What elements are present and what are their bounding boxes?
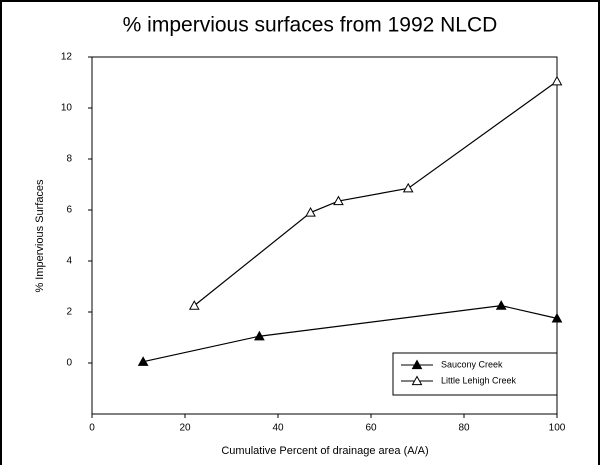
x-tick-label: 100 bbox=[549, 423, 566, 434]
marker bbox=[137, 356, 149, 366]
y-tick-label: 0 bbox=[66, 358, 72, 369]
marker bbox=[495, 300, 507, 310]
y-tick-label: 12 bbox=[61, 52, 73, 63]
y-tick-label: 6 bbox=[66, 205, 72, 216]
x-tick-label: 80 bbox=[458, 423, 470, 434]
chart-title: % impervious surfaces from 1992 NLCD bbox=[123, 14, 498, 37]
marker bbox=[551, 312, 563, 323]
y-tick-label: 10 bbox=[61, 103, 73, 114]
marker bbox=[254, 330, 265, 341]
x-axis-label: Cumulative Percent of drainage area (A/A… bbox=[221, 445, 428, 457]
y-tick-label: 2 bbox=[66, 307, 72, 318]
legend-label: Little Lehigh Creek bbox=[441, 375, 517, 385]
y-tick-label: 8 bbox=[66, 154, 72, 165]
marker bbox=[188, 300, 200, 310]
legend-label: Saucony Creek bbox=[441, 359, 503, 369]
x-tick-label: 0 bbox=[89, 423, 95, 434]
marker bbox=[402, 182, 414, 193]
y-axis-label: % Impervious Surfaces bbox=[34, 179, 46, 293]
series-line bbox=[143, 305, 558, 363]
x-tick-label: 20 bbox=[179, 423, 191, 434]
y-tick-label: 4 bbox=[66, 256, 72, 267]
legend-marker bbox=[411, 375, 423, 386]
legend-box bbox=[392, 352, 558, 396]
x-tick-label: 40 bbox=[272, 423, 284, 434]
legend-marker bbox=[411, 359, 423, 370]
marker bbox=[551, 75, 563, 86]
plot-frame bbox=[91, 56, 558, 415]
marker bbox=[333, 195, 344, 206]
x-tick-label: 60 bbox=[365, 423, 377, 434]
marker bbox=[305, 207, 316, 217]
